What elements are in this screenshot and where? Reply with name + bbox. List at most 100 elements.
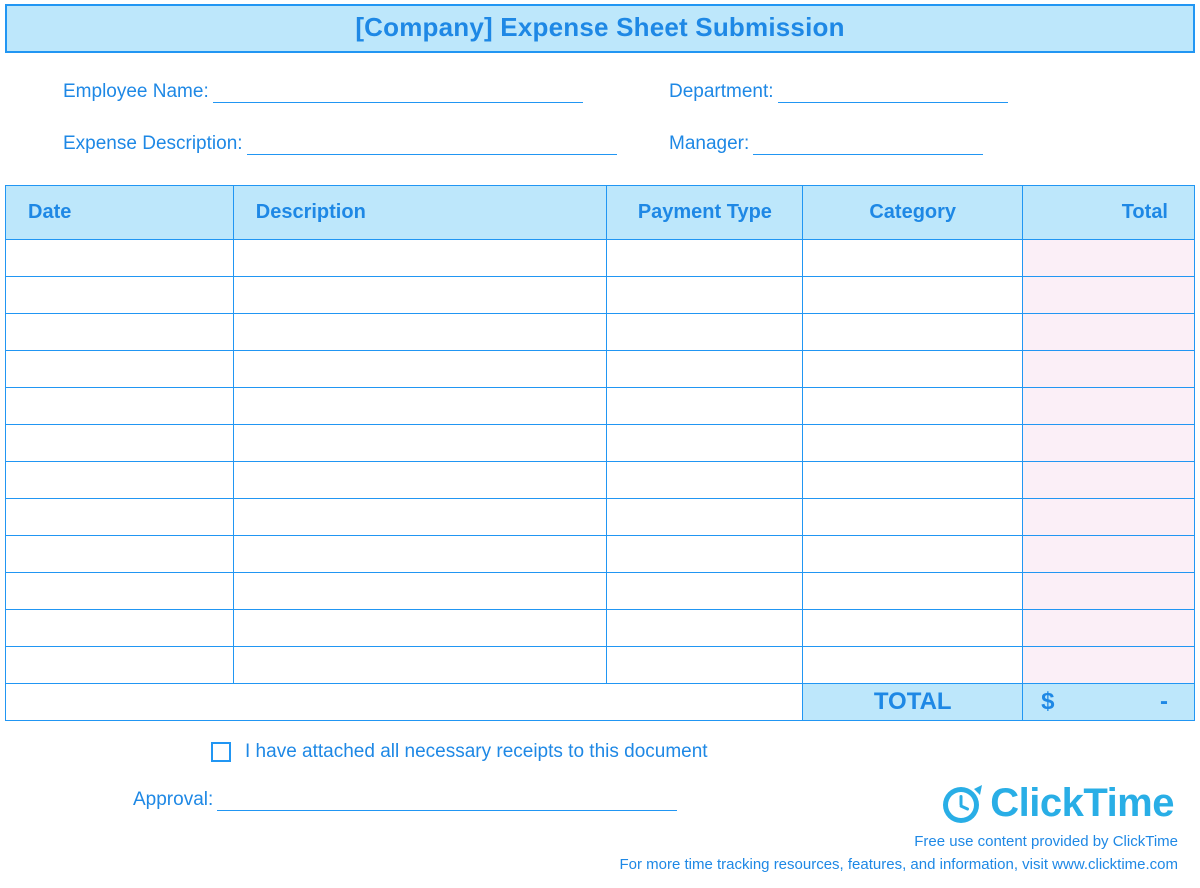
employee-name-field: Employee Name: <box>5 81 605 103</box>
table-cell[interactable] <box>803 388 1023 425</box>
receipts-label: I have attached all necessary receipts t… <box>245 741 708 763</box>
table-cell[interactable] <box>607 647 803 684</box>
brand-name: ClickTime <box>990 781 1174 826</box>
table-header-row: Date Description Payment Type Category T… <box>6 186 1195 240</box>
table-cell[interactable] <box>607 240 803 277</box>
table-cell[interactable] <box>607 388 803 425</box>
brand-logo: ClickTime <box>938 781 1174 826</box>
table-cell[interactable] <box>803 610 1023 647</box>
table-cell[interactable] <box>803 647 1023 684</box>
approval-input[interactable] <box>217 789 677 811</box>
table-cell[interactable] <box>6 388 234 425</box>
table-cell[interactable] <box>607 573 803 610</box>
table-cell[interactable] <box>6 610 234 647</box>
table-cell[interactable] <box>607 425 803 462</box>
table-cell[interactable] <box>607 314 803 351</box>
receipts-row: I have attached all necessary receipts t… <box>211 741 1195 763</box>
table-cell[interactable] <box>233 240 607 277</box>
department-input[interactable] <box>778 81 1008 103</box>
table-cell[interactable] <box>6 314 234 351</box>
table-row <box>6 388 1195 425</box>
table-row <box>6 277 1195 314</box>
col-payment-type-header: Payment Type <box>607 186 803 240</box>
department-label: Department: <box>669 81 778 103</box>
currency-symbol: $ <box>1041 688 1054 716</box>
table-cell[interactable] <box>6 499 234 536</box>
table-cell[interactable] <box>6 647 234 684</box>
table-cell[interactable] <box>233 573 607 610</box>
table-cell[interactable] <box>233 277 607 314</box>
table-cell[interactable] <box>233 499 607 536</box>
manager-field: Manager: <box>605 133 1165 155</box>
employee-name-input[interactable] <box>213 81 583 103</box>
table-cell[interactable] <box>1023 351 1195 388</box>
clock-icon <box>938 783 984 825</box>
table-cell[interactable] <box>1023 314 1195 351</box>
table-cell[interactable] <box>233 425 607 462</box>
table-cell[interactable] <box>1023 240 1195 277</box>
table-cell[interactable] <box>233 314 607 351</box>
expense-table: Date Description Payment Type Category T… <box>5 185 1195 721</box>
table-cell[interactable] <box>1023 462 1195 499</box>
manager-input[interactable] <box>753 133 983 155</box>
employee-name-label: Employee Name: <box>63 81 213 103</box>
table-cell[interactable] <box>233 536 607 573</box>
table-cell[interactable] <box>6 536 234 573</box>
table-cell[interactable] <box>233 647 607 684</box>
table-cell[interactable] <box>1023 536 1195 573</box>
table-cell[interactable] <box>803 425 1023 462</box>
table-cell[interactable] <box>233 351 607 388</box>
grand-total-value: $ - <box>1023 684 1195 721</box>
table-cell[interactable] <box>1023 647 1195 684</box>
col-description-header: Description <box>233 186 607 240</box>
table-cell[interactable] <box>6 240 234 277</box>
table-cell[interactable] <box>233 388 607 425</box>
table-cell[interactable] <box>1023 277 1195 314</box>
table-cell[interactable] <box>233 462 607 499</box>
table-cell[interactable] <box>803 499 1023 536</box>
table-cell[interactable] <box>1023 425 1195 462</box>
expense-description-field: Expense Description: <box>5 133 605 155</box>
table-cell[interactable] <box>803 240 1023 277</box>
table-cell[interactable] <box>1023 499 1195 536</box>
table-cell[interactable] <box>607 462 803 499</box>
expense-sheet: [Company] Expense Sheet Submission Emplo… <box>5 4 1195 811</box>
page-title: [Company] Expense Sheet Submission <box>7 12 1193 43</box>
table-row <box>6 314 1195 351</box>
department-field: Department: <box>605 81 1165 103</box>
col-category-header: Category <box>803 186 1023 240</box>
table-cell[interactable] <box>6 351 234 388</box>
table-row <box>6 536 1195 573</box>
table-cell[interactable] <box>803 277 1023 314</box>
table-cell[interactable] <box>6 573 234 610</box>
table-cell[interactable] <box>803 351 1023 388</box>
table-row <box>6 351 1195 388</box>
table-cell[interactable] <box>6 277 234 314</box>
table-cell[interactable] <box>607 277 803 314</box>
table-row <box>6 499 1195 536</box>
grand-total-row: TOTAL $ - <box>6 684 1195 721</box>
expense-description-label: Expense Description: <box>63 133 247 155</box>
info-row-1: Employee Name: Department: <box>5 81 1195 103</box>
expense-description-input[interactable] <box>247 133 617 155</box>
info-row-2: Expense Description: Manager: <box>5 133 1195 155</box>
table-cell[interactable] <box>803 314 1023 351</box>
total-amount: - <box>1160 688 1168 716</box>
manager-label: Manager: <box>669 133 753 155</box>
table-cell[interactable] <box>6 425 234 462</box>
table-cell[interactable] <box>607 610 803 647</box>
table-cell[interactable] <box>803 462 1023 499</box>
receipts-checkbox[interactable] <box>211 742 231 762</box>
table-cell[interactable] <box>1023 610 1195 647</box>
table-cell[interactable] <box>607 351 803 388</box>
table-cell[interactable] <box>233 610 607 647</box>
table-cell[interactable] <box>803 536 1023 573</box>
table-cell[interactable] <box>607 499 803 536</box>
table-cell[interactable] <box>1023 388 1195 425</box>
table-cell[interactable] <box>607 536 803 573</box>
title-bar: [Company] Expense Sheet Submission <box>5 4 1195 53</box>
table-row <box>6 462 1195 499</box>
table-cell[interactable] <box>803 573 1023 610</box>
table-cell[interactable] <box>6 462 234 499</box>
table-cell[interactable] <box>1023 573 1195 610</box>
